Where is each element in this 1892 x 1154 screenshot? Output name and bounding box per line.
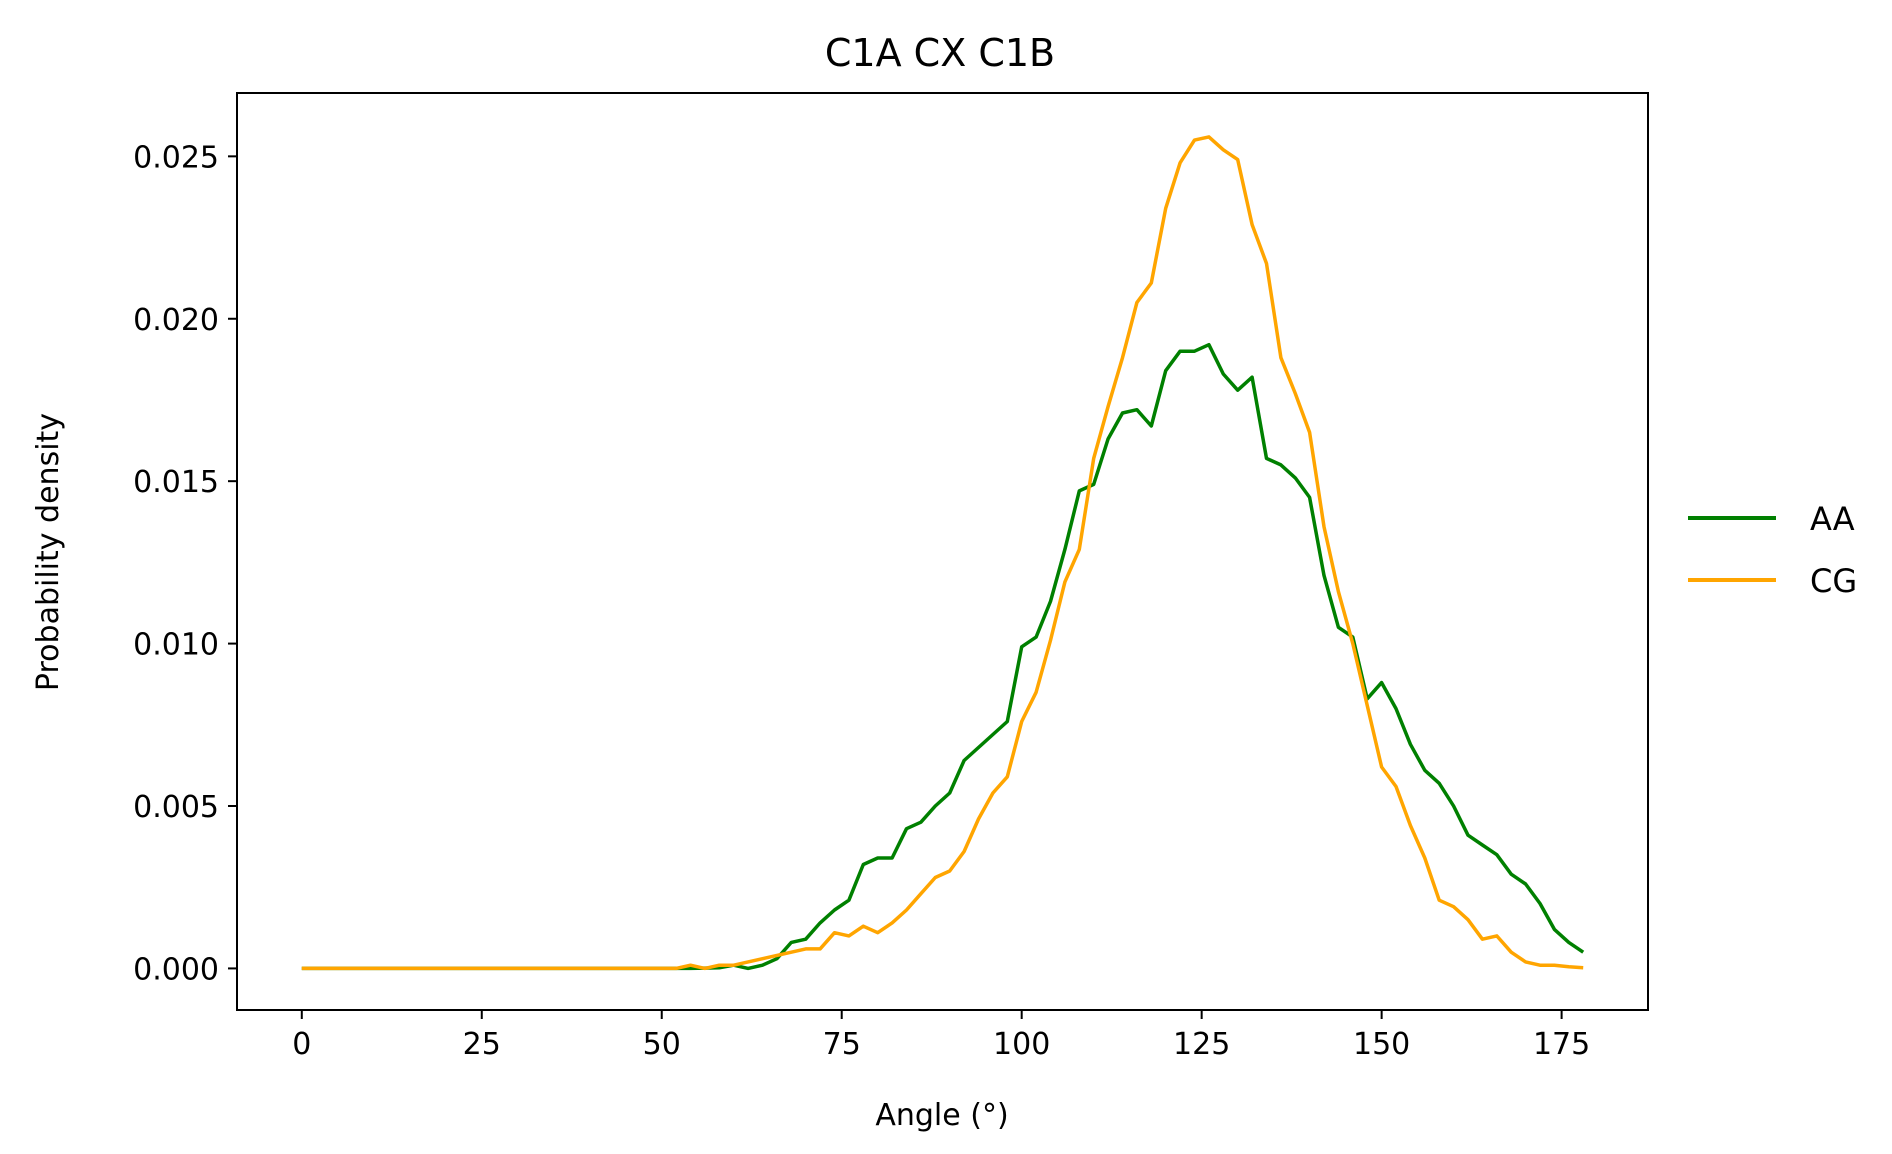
x-tick-label: 0 xyxy=(292,1027,311,1062)
legend-label-aa: AA xyxy=(1810,500,1855,538)
y-axis-label: Probability density xyxy=(31,413,66,691)
plot-area xyxy=(237,93,1648,1010)
y-tick-label: 0.015 xyxy=(133,465,219,500)
legend: AA CG xyxy=(1688,500,1857,600)
y-tick-label: 0.005 xyxy=(133,790,219,825)
x-axis-label: Angle (°) xyxy=(875,1098,1008,1133)
plot-frame xyxy=(236,92,1649,1011)
legend-label-cg: CG xyxy=(1810,562,1857,600)
x-tick-label: 100 xyxy=(993,1027,1050,1062)
y-tick-label: 0.000 xyxy=(133,952,219,987)
x-tick-label: 175 xyxy=(1533,1027,1590,1062)
chart-title: C1A CX C1B xyxy=(825,31,1055,75)
x-tick-label: 150 xyxy=(1353,1027,1410,1062)
y-axis-ticks: 0.000 0.005 0.010 0.015 0.020 0.025 xyxy=(133,140,237,987)
x-tick-label: 25 xyxy=(463,1027,501,1062)
series-lines xyxy=(301,135,1585,971)
x-tick-label: 50 xyxy=(643,1027,681,1062)
y-tick-label: 0.010 xyxy=(133,628,219,663)
series-line-cg xyxy=(301,135,1584,971)
x-axis-ticks: 0 25 50 75 100 125 150 175 xyxy=(292,1010,1590,1062)
x-tick-label: 75 xyxy=(823,1027,861,1062)
y-tick-label: 0.020 xyxy=(133,303,219,338)
x-tick-label: 125 xyxy=(1173,1027,1230,1062)
y-tick-label: 0.025 xyxy=(133,140,219,175)
